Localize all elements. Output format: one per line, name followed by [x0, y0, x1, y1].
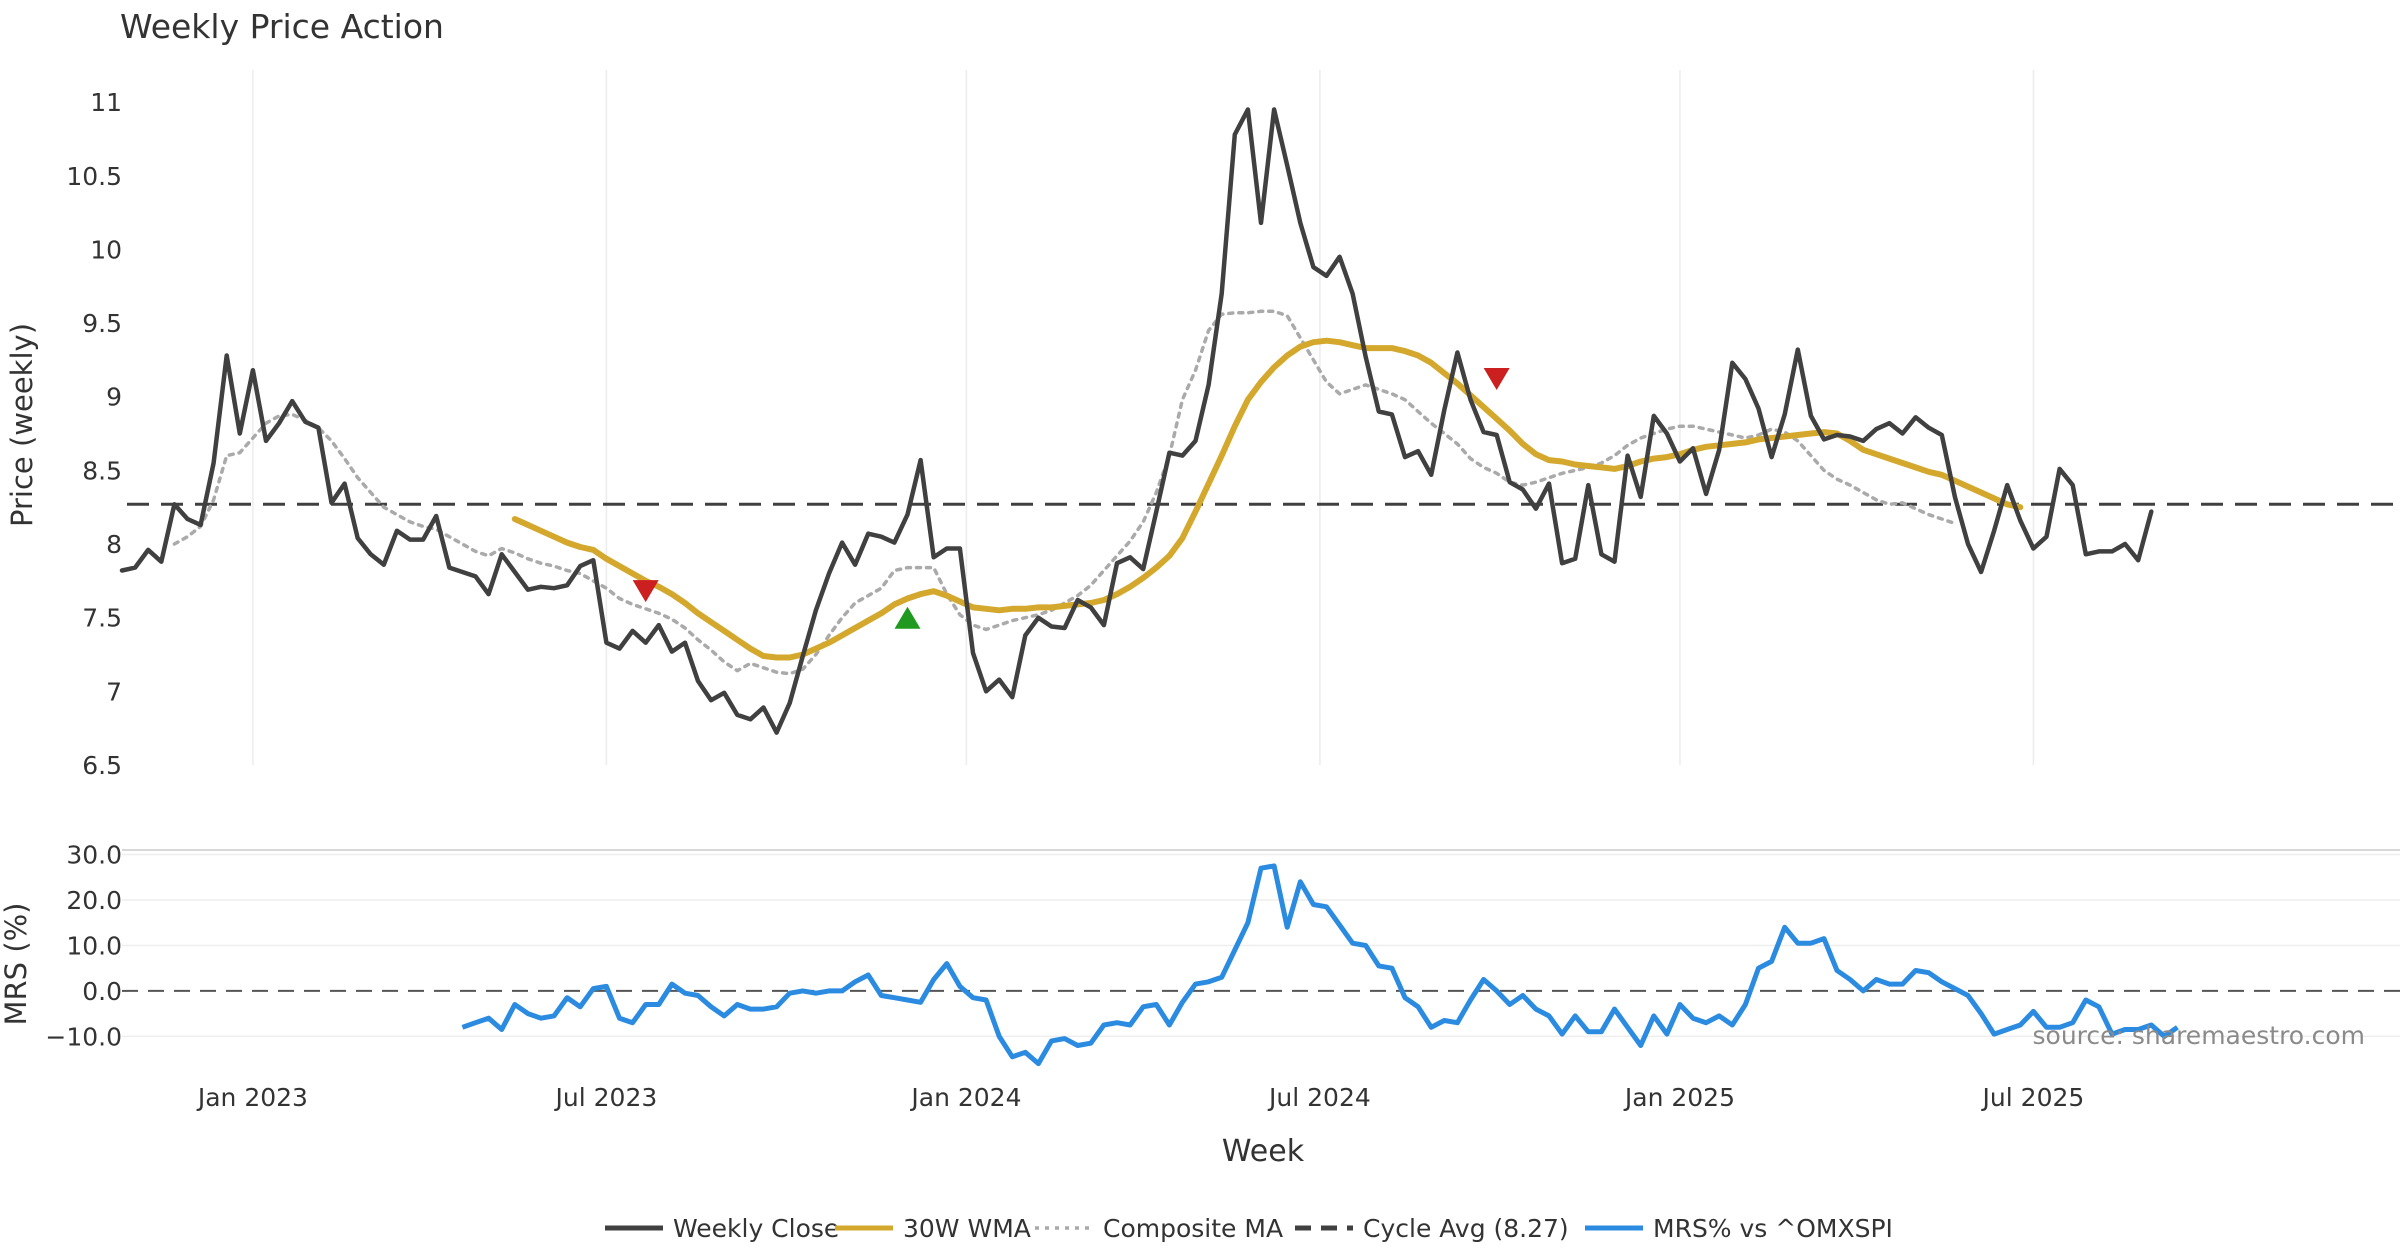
- x-tick-label: Jul 2025: [1981, 1083, 2085, 1112]
- price-y-tick-label: 8: [106, 530, 122, 559]
- price-y-tick-label: 11: [90, 88, 122, 117]
- price-y-tick-label: 7: [106, 677, 122, 706]
- price-grid: [252, 70, 2035, 765]
- price-y-tick-label: 8.5: [82, 456, 122, 485]
- mrs-grid: [122, 849, 2400, 1038]
- x-tick-label: Jul 2024: [1267, 1083, 1371, 1112]
- legend-label: 30W WMA: [903, 1214, 1031, 1243]
- price-series: [119, 107, 2400, 735]
- x-ticks: Jan 2023 Jul 2023 Jan 2024 Jul 2024 Jan 2025…: [196, 1083, 2084, 1112]
- sell-signal-marker: [1483, 368, 1510, 391]
- legend-label: Weekly Close: [673, 1214, 839, 1243]
- price-y-axis-label: Price (weekly): [5, 323, 39, 527]
- mrs-y-tick-label: 30.0: [66, 841, 122, 870]
- price-y-tick-label: 9: [106, 383, 122, 412]
- sell-signal-marker: [632, 580, 659, 603]
- chart-title: Weekly Price Action: [120, 7, 444, 46]
- legend: Weekly Close 30W WMA Composite MA Cycle Avg…: [605, 1214, 1893, 1243]
- x-tick-label: Jul 2023: [554, 1083, 658, 1112]
- x-tick-label: Jan 2023: [196, 1083, 308, 1112]
- legend-label: Cycle Avg (8.27): [1363, 1214, 1569, 1243]
- legend-entry: 30W WMA: [835, 1214, 1031, 1243]
- series-line-30w-wma: [511, 337, 2024, 661]
- mrs-y-tick-label: 20.0: [66, 886, 122, 915]
- series-line-composite-ma: [172, 309, 1957, 676]
- legend-entry: MRS% vs ^OMXSPI: [1585, 1214, 1893, 1243]
- mrs-y-tick-label: 0.0: [82, 977, 122, 1006]
- mrs-y-tick-label: −10.0: [45, 1022, 122, 1051]
- mrs-y-axis-label: MRS (%): [0, 903, 33, 1026]
- signal-markers: [632, 368, 1510, 629]
- buy-signal-marker: [894, 606, 921, 629]
- x-axis-label: Week: [1222, 1134, 1305, 1169]
- price-y-tick-label: 10: [90, 235, 122, 264]
- price-y-ticks: 6.5 7 7.5 8 8.5 9 9.5 10 10.5 11: [66, 88, 122, 780]
- price-y-tick-label: 10.5: [66, 162, 122, 191]
- series-line-weekly-close: [119, 107, 2154, 735]
- source-note: source: sharemaestro.com: [2033, 1021, 2366, 1050]
- x-tick-label: Jan 2025: [1623, 1083, 1735, 1112]
- legend-label: Composite MA: [1103, 1214, 1283, 1243]
- price-y-tick-label: 9.5: [82, 309, 122, 338]
- mrs-series: [461, 863, 2179, 1067]
- legend-entry: Composite MA: [1035, 1214, 1283, 1243]
- mrs-y-tick-label: 10.0: [66, 931, 122, 960]
- price-y-tick-label: 6.5: [82, 751, 122, 780]
- price-y-tick-label: 7.5: [82, 604, 122, 633]
- legend-label: MRS% vs ^OMXSPI: [1653, 1214, 1893, 1243]
- legend-entry: Cycle Avg (8.27): [1295, 1214, 1569, 1243]
- mrs-y-ticks: 30.0 20.0 10.0 0.0 −10.0: [45, 841, 122, 1052]
- x-tick-label: Jan 2024: [909, 1083, 1021, 1112]
- legend-entry: Weekly Close: [605, 1214, 839, 1243]
- mrs-series-line: [461, 863, 2179, 1067]
